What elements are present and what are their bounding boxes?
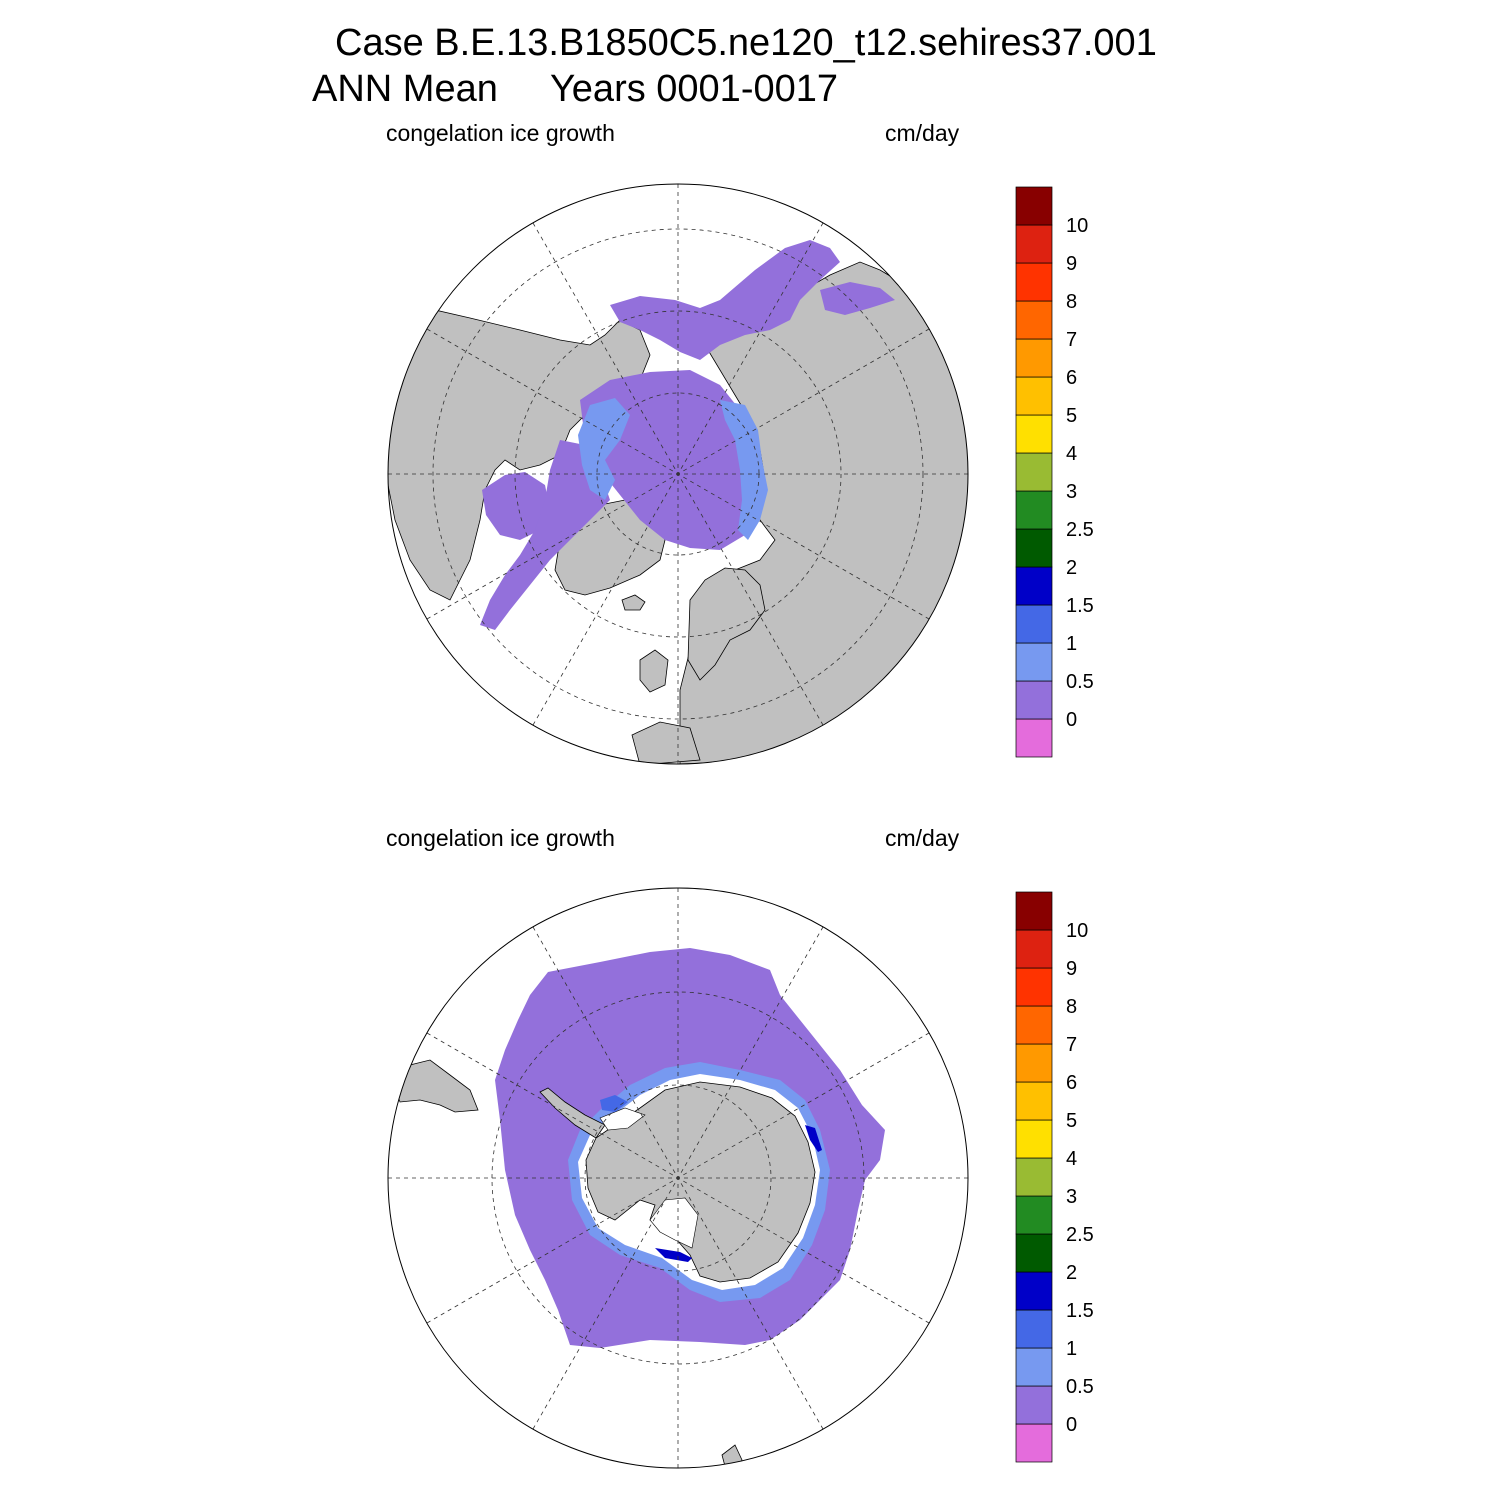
nh-colorbar-tick-label: 3	[1066, 481, 1077, 503]
sh-variable-label: congelation ice growth	[386, 825, 615, 851]
nh-colorbar-box	[1015, 338, 1053, 378]
nh-ice-labrador	[480, 440, 610, 630]
nh-colorbar-tick-label: 1.5	[1066, 595, 1094, 617]
sh-colorbar: 0 0.5 1 1.5 2 2.5 3 4 5 6 7 8 9 10	[1015, 891, 1094, 1463]
nh-colorbar-box	[1015, 566, 1053, 606]
nh-variable-label: congelation ice growth	[386, 120, 615, 146]
nh-land-europe-south	[631, 721, 701, 764]
nh-colorbar-box	[1015, 718, 1053, 758]
sh-colorbar-box	[1015, 1309, 1053, 1349]
nh-colorbar-box	[1015, 642, 1053, 682]
figure-title-line2: ANN Mean Years 0001-0017	[312, 68, 839, 110]
sh-colorbar-box	[1015, 1043, 1053, 1083]
sh-land-south-america	[391, 1059, 479, 1113]
sh-colorbar-tick-label: 8	[1066, 996, 1077, 1018]
nh-colorbar-box	[1015, 490, 1053, 530]
nh-colorbar-box	[1015, 528, 1053, 568]
nh-colorbar-box	[1015, 376, 1053, 416]
sh-ice-high-growth-weddell	[600, 1095, 628, 1112]
sh-colorbar-box	[1015, 1119, 1053, 1159]
sh-colorbar-tick-label: 6	[1066, 1072, 1077, 1094]
nh-colorbar-box	[1015, 452, 1053, 492]
sh-colorbar-tick-label: 9	[1066, 958, 1077, 980]
nh-colorbar-box	[1015, 604, 1053, 644]
nh-colorbar-tick-label: 5	[1066, 405, 1077, 427]
sh-map-border	[387, 887, 969, 1469]
sh-colorbar-tick-label: 0.5	[1066, 1376, 1094, 1398]
nh-colorbar-tick-label: 2.5	[1066, 519, 1094, 541]
sh-colorbar-tick-label: 1	[1066, 1338, 1077, 1360]
nh-colorbar-tick-label: 9	[1066, 253, 1077, 275]
nh-ice-okhotsk	[820, 282, 895, 315]
sh-colorbar-tick-label: 2.5	[1066, 1224, 1094, 1246]
nh-colorbar-box	[1015, 414, 1053, 454]
nh-colorbar-tick-label: 1	[1066, 633, 1077, 655]
nh-colorbar-tick-label: 8	[1066, 291, 1077, 313]
sh-colorbar-tick-label: 0	[1066, 1414, 1077, 1436]
sh-colorbar-tick-label: 4	[1066, 1148, 1077, 1170]
nh-land-scandinavia	[687, 567, 766, 681]
sh-colorbar-box	[1015, 1195, 1053, 1235]
nh-colorbar-box	[1015, 300, 1053, 340]
nh-colorbar-box	[1015, 186, 1053, 226]
nh-colorbar-tick-label: 4	[1066, 443, 1077, 465]
nh-colorbar-box	[1015, 224, 1053, 264]
sh-colorbar-box	[1015, 891, 1053, 931]
nh-ice-hudson-bay	[482, 472, 550, 540]
nh-graticule	[388, 184, 968, 764]
sh-colorbar-tick-label: 10	[1066, 920, 1088, 942]
sh-colorbar-tick-label: 2	[1066, 1262, 1077, 1284]
figure-title-line1: Case B.E.13.B1850C5.ne120_t12.sehires37.…	[335, 22, 1157, 64]
nh-land-british-isles	[639, 649, 669, 693]
sh-colorbar-box	[1015, 1005, 1053, 1045]
sh-ice-shelf-ross	[649, 1197, 699, 1249]
nh-colorbar-tick-label: 0	[1066, 709, 1077, 731]
sh-colorbar-box	[1015, 1347, 1053, 1387]
nh-ice-bering	[610, 240, 840, 360]
nh-units-label: cm/day	[885, 120, 960, 146]
sh-colorbar-box	[1015, 1385, 1053, 1425]
sh-colorbar-tick-label: 5	[1066, 1110, 1077, 1132]
sh-colorbar-box	[1015, 1157, 1053, 1197]
sh-ice-high-growth-east	[805, 1125, 822, 1152]
sh-colorbar-box	[1015, 1081, 1053, 1121]
nh-ice-canadian-archipelago	[578, 398, 630, 500]
sh-graticule	[388, 888, 968, 1468]
nh-colorbar-tick-label: 0.5	[1066, 671, 1094, 693]
sh-colorbar-box	[1015, 929, 1053, 969]
nh-polar-map	[387, 183, 969, 765]
sh-ice-high-growth-ross	[655, 1248, 692, 1262]
sh-land-antarctica	[585, 1081, 816, 1283]
nh-colorbar-tick-label: 6	[1066, 367, 1077, 389]
sh-colorbar-box	[1015, 1423, 1053, 1463]
sh-polar-map	[387, 887, 969, 1469]
sh-colorbar-tick-label: 1.5	[1066, 1300, 1094, 1322]
nh-ice-kara	[720, 400, 768, 540]
nh-colorbar: 0 0.5 1 1.5 2 2.5 3 4 5 6 7 8 9 10	[1015, 186, 1094, 758]
nh-colorbar-tick-label: 7	[1066, 329, 1077, 351]
sh-land-antarctic-peninsula	[539, 1087, 606, 1139]
sh-colorbar-box	[1015, 1233, 1053, 1273]
nh-colorbar-tick-label: 10	[1066, 215, 1088, 237]
nh-colorbar-box	[1015, 262, 1053, 302]
sh-units-label: cm/day	[885, 825, 960, 851]
nh-colorbar-tick-label: 2	[1066, 557, 1077, 579]
nh-colorbar-box	[1015, 680, 1053, 720]
nh-map-border	[387, 183, 969, 765]
sh-colorbar-box	[1015, 1271, 1053, 1311]
sh-colorbar-tick-label: 7	[1066, 1034, 1077, 1056]
sh-colorbar-box	[1015, 967, 1053, 1007]
nh-land-iceland	[621, 594, 646, 611]
sh-colorbar-tick-label: 3	[1066, 1186, 1077, 1208]
